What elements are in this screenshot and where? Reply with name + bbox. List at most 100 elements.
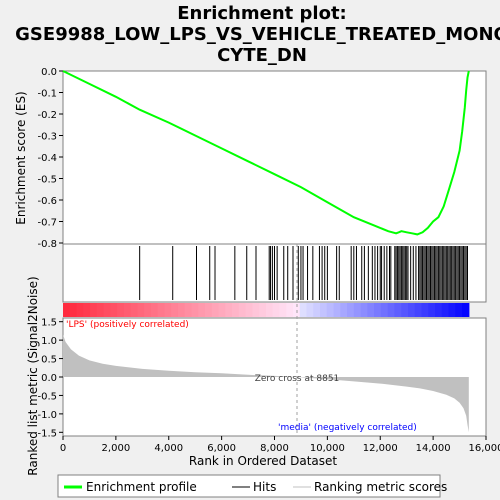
legend-metric-label: Ranking metric scores (314, 480, 447, 494)
color-bar-segment (171, 303, 179, 317)
x-axis: 0 2,000 4,000 6,000 8,000 10,000 12,000 14,000 1… (60, 436, 500, 454)
legend-box (57, 474, 441, 498)
x-tick-label: 6,000 (207, 443, 236, 454)
es-y-tick-label: -0.4 (37, 153, 57, 164)
x-tick-label: 16,000 (469, 443, 500, 454)
metric-y-tick-label: -1.0 (37, 410, 57, 421)
color-bar-segment (455, 303, 463, 317)
es-y-tick-label: -0.1 (37, 89, 57, 100)
color-bar-segment (123, 303, 132, 317)
metric-y-tick-label: -0.5 (37, 391, 57, 402)
x-tick-label: 2,000 (102, 443, 131, 454)
color-bar-segment (428, 303, 436, 317)
metric-y-tick-label: 1.5 (41, 318, 57, 329)
ranked-color-bar (63, 303, 470, 317)
es-y-axis-label: Enrichment score (ES) (14, 91, 28, 224)
color-bar-segment (90, 303, 98, 317)
metric-y-tick-label: 1.0 (41, 336, 57, 347)
color-bar-segment (333, 303, 341, 317)
zero-cross-label: Zero cross at 8851 (255, 374, 340, 384)
chart-title-line-3: CYTE_DN (217, 45, 307, 66)
x-tick-label: 8,000 (260, 443, 289, 454)
color-bar-segment (184, 303, 193, 317)
color-bar-segment (387, 303, 396, 317)
color-bar-segment (326, 303, 335, 317)
color-bar-segment (306, 303, 314, 317)
es-y-axis: 0.0 -0.1 -0.2 -0.3 -0.4 -0.5 -0.6 -0.7 -0.8 (37, 67, 63, 250)
color-bar-segment (63, 303, 71, 317)
color-bar-segment (265, 303, 274, 317)
color-bar-segment (96, 303, 105, 317)
color-bar-segment (225, 303, 233, 317)
x-tick-label: 0 (60, 443, 66, 454)
color-bar-segment (245, 303, 253, 317)
color-bar-segment (69, 303, 78, 317)
color-bar-segment (313, 303, 321, 317)
color-bar-segment (380, 303, 389, 317)
color-bar-segment (211, 303, 220, 317)
ranking-metric-area (63, 334, 469, 433)
chart-title-line-1: Enrichment plot: (177, 3, 347, 24)
color-bar-segment (232, 303, 240, 317)
legend-enrichment-label: Enrichment profile (86, 480, 197, 494)
metric-y-tick-label: -1.5 (37, 428, 57, 439)
enrichment-panel (62, 70, 487, 245)
color-bar-segment (252, 303, 260, 317)
color-bar-segment (407, 303, 416, 317)
es-y-tick-label: -0.2 (37, 110, 57, 121)
color-bar-segment (110, 303, 118, 317)
color-bar-segment (299, 303, 308, 317)
color-bar-segment (347, 303, 355, 317)
color-bar-segment (360, 303, 368, 317)
color-bar-segment (144, 303, 152, 317)
color-bar-segment (177, 303, 186, 317)
color-bar-segment (353, 303, 362, 317)
x-tick-label: 12,000 (363, 443, 398, 454)
x-tick-label: 14,000 (416, 443, 451, 454)
color-bar-segment (462, 303, 470, 317)
metric-y-tick-label: 0.5 (41, 355, 57, 366)
color-bar-segment (434, 303, 443, 317)
color-bar-segment (76, 303, 84, 317)
color-bar-segment (320, 303, 328, 317)
color-bar-segment (205, 303, 213, 317)
color-bar-segment (191, 303, 199, 317)
color-bar-segment (401, 303, 409, 317)
es-y-tick-label: -0.5 (37, 175, 57, 186)
color-bar-segment (259, 303, 267, 317)
metric-y-tick-label: 0.0 (41, 373, 57, 384)
es-y-tick-label: -0.3 (37, 132, 57, 143)
color-bar-segment (286, 303, 294, 317)
color-bar-segment (164, 303, 172, 317)
negative-correlation-label: 'media' (negatively correlated) (278, 423, 417, 433)
color-bar-segment (130, 303, 138, 317)
color-bar-segment (137, 303, 145, 317)
color-bar-segment (340, 303, 348, 317)
es-y-tick-label: -0.8 (37, 239, 57, 250)
color-bar-segment (394, 303, 402, 317)
color-bar-segment (421, 303, 429, 317)
color-bar-segment (157, 303, 166, 317)
es-y-tick-label: -0.6 (37, 196, 57, 207)
color-bar-segment (218, 303, 226, 317)
color-bar-segment (103, 303, 111, 317)
x-tick-label: 10,000 (310, 443, 345, 454)
color-bar-segment (272, 303, 281, 317)
color-bar-segment (198, 303, 206, 317)
chart-title-line-2: GSE9988_LOW_LPS_VS_VEHICLE_TREATED_MONO (15, 24, 500, 45)
legend-hits-label: Hits (253, 480, 276, 494)
color-bar-segment (367, 303, 375, 317)
metric-y-axis-label: Ranked list metric (Signal2Noise) (26, 276, 40, 475)
es-y-tick-label: -0.7 (37, 218, 57, 229)
positive-correlation-label: 'LPS' (positively correlated) (66, 320, 189, 330)
color-bar-segment (441, 303, 450, 317)
color-bar-segment (414, 303, 423, 317)
color-bar-segment (150, 303, 159, 317)
hit-marks (139, 246, 468, 300)
color-bar-segment (448, 303, 456, 317)
color-bar-segment (83, 303, 91, 317)
color-bar-segment (374, 303, 382, 317)
es-y-tick-label: 0.0 (41, 67, 57, 78)
color-bar-segment (279, 303, 287, 317)
